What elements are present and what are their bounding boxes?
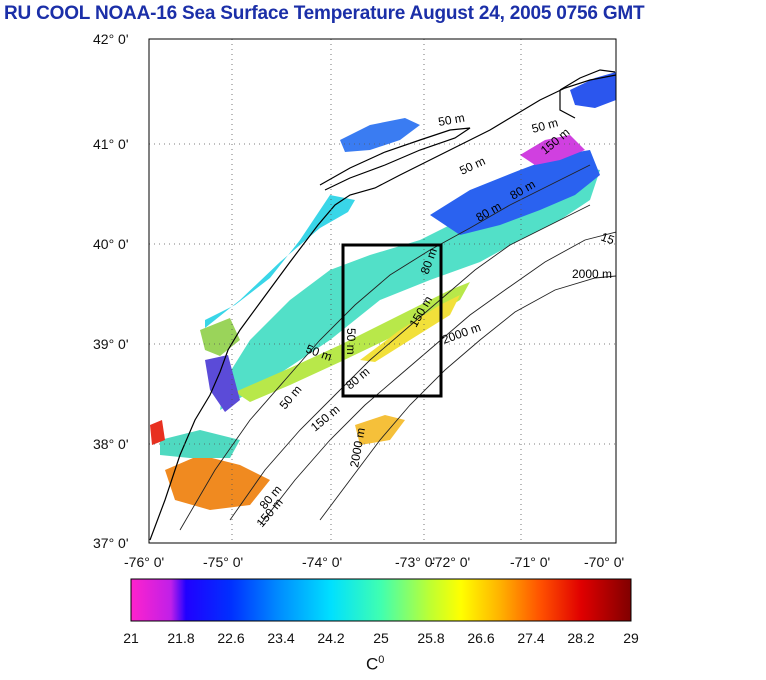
lon-label-73: -73° 0' xyxy=(395,554,435,570)
unit-sup: 0 xyxy=(378,654,385,666)
sst-blue-sound xyxy=(340,118,420,152)
colorbar-tick-label: 25 xyxy=(373,630,389,646)
long-island xyxy=(319,127,471,191)
lat-label-42: 42° 0' xyxy=(93,31,129,47)
colorbar-tick-label: 21.8 xyxy=(167,630,195,646)
colorbar-tick-label: 27.4 xyxy=(517,630,545,646)
contour-50m xyxy=(179,164,591,531)
lat-label-38: 38° 0' xyxy=(93,436,129,452)
sst-warm-band xyxy=(235,282,470,402)
contour-label: 50 m xyxy=(344,328,358,355)
cape-cod xyxy=(559,69,616,119)
contour-label: 2000 m xyxy=(347,427,368,469)
colorbar-tick-label: 25.8 xyxy=(417,630,445,646)
lon-label-74: -74° 0' xyxy=(302,554,342,570)
colorbar-tick-label: 21 xyxy=(123,630,139,646)
contour-150m xyxy=(259,231,616,526)
sst-south-orange2 xyxy=(355,415,405,445)
sst-yellow-band xyxy=(360,295,460,362)
sst-south-orange xyxy=(165,455,270,510)
contour-label: 2000 m xyxy=(572,267,612,281)
sst-sw-red xyxy=(150,420,165,445)
sst-swath-south xyxy=(220,165,600,410)
gridlines xyxy=(149,39,616,543)
contour-label: 15 xyxy=(599,230,617,248)
sst-blue-north xyxy=(430,150,600,235)
colorbar-tick-label: 23.4 xyxy=(267,630,295,646)
lat-label-39: 39° 0' xyxy=(93,336,129,352)
map-title: RU COOL NOAA-16 Sea Surface Temperature … xyxy=(4,3,645,24)
colorbar-unit: C0 xyxy=(366,654,384,675)
contour-80m xyxy=(229,204,591,521)
lat-label-41: 41° 0' xyxy=(93,136,129,152)
contour-label: 50 m xyxy=(437,111,466,129)
lat-label-37: 37° 0' xyxy=(93,535,129,551)
sst-ne-patch xyxy=(570,72,616,108)
lon-label-70: -70° 0' xyxy=(584,554,624,570)
lon-label-72: -72° 0' xyxy=(430,554,470,570)
sst-swath-main xyxy=(205,195,355,328)
study-area-box xyxy=(341,243,443,398)
sst-magenta-north xyxy=(520,135,585,165)
colorbar-tick-label: 28.2 xyxy=(567,630,595,646)
contour-2000m xyxy=(319,275,616,521)
colorbar-tick-label: 29 xyxy=(623,630,639,646)
sst-data-layer xyxy=(149,69,616,541)
coastline xyxy=(149,74,616,541)
colorbar-tick-label: 26.6 xyxy=(467,630,495,646)
colorbar-tick-label: 24.2 xyxy=(317,630,345,646)
lon-label-75: -75° 0' xyxy=(203,554,243,570)
lon-label-76: -76° 0' xyxy=(124,554,164,570)
lat-label-40: 40° 0' xyxy=(93,236,129,252)
lon-label-71: -71° 0' xyxy=(510,554,550,570)
colorbar-tick-label: 22.6 xyxy=(217,630,245,646)
sst-chesapeake xyxy=(205,355,240,412)
colorbar xyxy=(130,578,632,622)
unit-text: C xyxy=(366,654,379,674)
frame-ticks xyxy=(148,38,617,544)
contour-label: 50 m xyxy=(530,115,559,135)
